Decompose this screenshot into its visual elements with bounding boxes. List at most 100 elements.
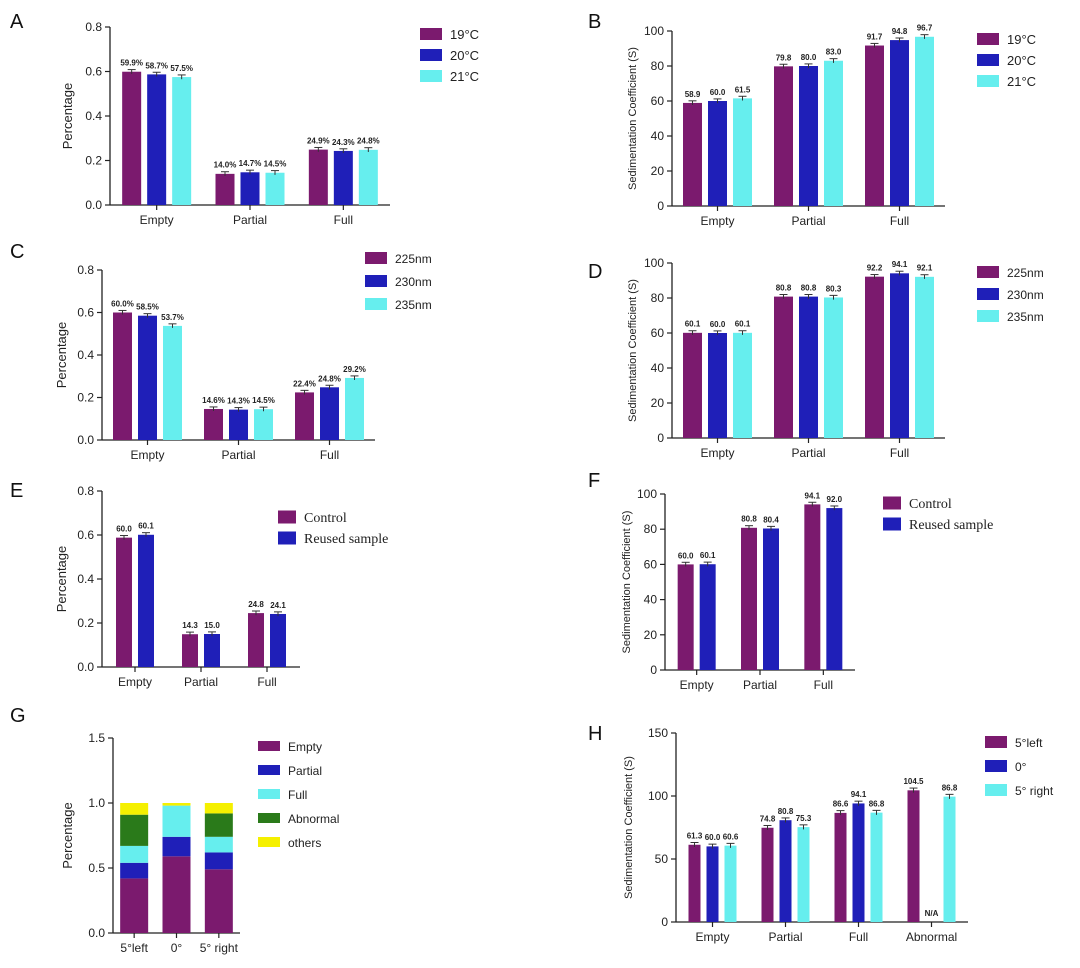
y-tick-label: 0	[661, 915, 668, 929]
legend-label: 21°C	[450, 69, 479, 84]
x-tick-label: Partial	[791, 446, 825, 460]
data-label: 58.7%	[145, 61, 168, 70]
bar-b-s1-c2	[890, 40, 909, 206]
y-tick-label: 60	[651, 94, 665, 108]
data-label: 60.6	[723, 832, 739, 841]
bar-f-s0-c0	[677, 564, 694, 670]
legend-swatch	[420, 28, 442, 40]
y-axis-label: Sedimentation Coefficient (S)	[627, 47, 639, 190]
y-tick-label: 80	[644, 522, 658, 536]
y-axis-label: Sedimentation Coefficient (S)	[627, 279, 639, 422]
y-tick-label: 100	[637, 487, 657, 501]
legend-label: others	[288, 836, 321, 850]
x-tick-label: Partial	[791, 214, 825, 228]
data-label: 74.8	[760, 814, 776, 823]
x-tick-label: Full	[334, 213, 353, 227]
y-tick-label: 0	[657, 431, 664, 445]
bar-b-s2-c0	[733, 98, 752, 206]
legend-label: 235nm	[1007, 310, 1044, 324]
y-tick-label: 80	[651, 59, 665, 73]
data-label: 92.0	[827, 495, 843, 504]
legend-swatch	[977, 310, 999, 322]
y-tick-label: 0.6	[77, 306, 94, 320]
x-tick-label: Empty	[140, 213, 174, 227]
panel-d: D 0 20 40 60 80 100 Sedimentation Coefficient (…	[588, 256, 1044, 460]
bar-b-s0-c1	[774, 66, 793, 206]
bar-b-s0-c0	[683, 102, 702, 206]
bar-f-s1-c2	[826, 508, 843, 670]
data-label: 80.8	[776, 284, 792, 293]
y-tick-label: 20	[644, 628, 658, 642]
legend-label: 20°C	[450, 48, 479, 63]
x-tick-label: Full	[890, 446, 909, 460]
y-tick-label: 1.0	[88, 796, 105, 810]
legend-swatch	[365, 275, 387, 287]
data-label: 94.1	[805, 491, 821, 500]
y-tick-label: 0.2	[85, 154, 102, 168]
bar-d-s2-c2	[915, 276, 934, 438]
bar-e-s1-c2	[270, 613, 286, 667]
data-label: 60.1	[685, 320, 701, 329]
x-tick-label: Partial	[743, 678, 777, 692]
bar-h-s0-c3	[907, 790, 920, 922]
y-axis-label: Sedimentation Coefficient (S)	[621, 511, 633, 654]
data-label: 53.7%	[161, 313, 184, 322]
panel-letter: A	[10, 11, 24, 33]
bar-c-s1-c0	[138, 315, 157, 440]
y-tick-label: 50	[655, 852, 669, 866]
data-label: 14.6%	[202, 396, 225, 405]
y-tick-label: 0.0	[77, 660, 94, 674]
legend-label: Control	[304, 511, 347, 526]
bar-c-s0-c2	[295, 392, 314, 440]
data-label: 61.5	[735, 85, 751, 94]
bar-d-s2-c1	[824, 297, 843, 438]
legend-swatch	[420, 49, 442, 61]
x-tick-label: Partial	[184, 675, 218, 689]
legend-swatch	[420, 70, 442, 82]
legend-swatch	[977, 33, 999, 45]
legend-swatch	[977, 75, 999, 87]
data-label: 80.8	[801, 284, 817, 293]
panel-letter: E	[10, 480, 23, 502]
panel-a: A 0.0 0.2 0.4 0.6 0.8 Percentage Empty Partial Fu…	[10, 11, 479, 227]
legend-label: Control	[909, 497, 952, 512]
data-label: 60.0%	[111, 299, 134, 308]
data-label: 75.3	[796, 814, 812, 823]
bar-e-s1-c0	[138, 534, 154, 667]
bar-c-s1-c1	[229, 409, 248, 440]
data-label: 58.9	[685, 90, 701, 99]
data-label: 61.3	[687, 831, 703, 840]
bar-b-s2-c2	[915, 36, 934, 207]
y-axis-label: Percentage	[60, 802, 75, 869]
data-label: 14.0%	[214, 161, 237, 170]
legend-label: Reused sample	[304, 532, 388, 547]
y-tick-label: 0.2	[77, 391, 94, 405]
stacked-segment-full	[120, 845, 149, 863]
legend-swatch	[258, 813, 280, 823]
data-label: 80.0	[801, 53, 817, 62]
legend-label: 20°C	[1007, 53, 1036, 68]
legend-swatch	[258, 789, 280, 799]
bar-d-s1-c1	[799, 296, 818, 438]
bar-d-s0-c0	[683, 332, 702, 438]
stacked-segment-others	[120, 803, 149, 815]
data-label: 57.5%	[170, 64, 193, 73]
data-label: 80.3	[826, 284, 842, 293]
legend-label: 21°C	[1007, 74, 1036, 89]
y-tick-label: 40	[644, 593, 658, 607]
bar-c-s2-c0	[163, 325, 182, 440]
x-tick-label: 5°left	[120, 941, 148, 955]
panel-letter: F	[588, 470, 600, 492]
data-label: 80.8	[741, 515, 757, 524]
y-tick-label: 0	[650, 663, 657, 677]
legend-label: 230nm	[395, 275, 432, 289]
y-tick-label: 150	[648, 726, 668, 740]
data-label: 92.1	[917, 264, 933, 273]
y-tick-label: 100	[648, 789, 668, 803]
stacked-segment-abnormal	[120, 814, 149, 846]
panel-letter: G	[10, 705, 26, 727]
y-tick-label: 0.6	[77, 528, 94, 542]
data-label: 92.2	[867, 264, 883, 273]
bar-d-s0-c2	[865, 276, 884, 438]
x-tick-label: Empty	[118, 675, 152, 689]
